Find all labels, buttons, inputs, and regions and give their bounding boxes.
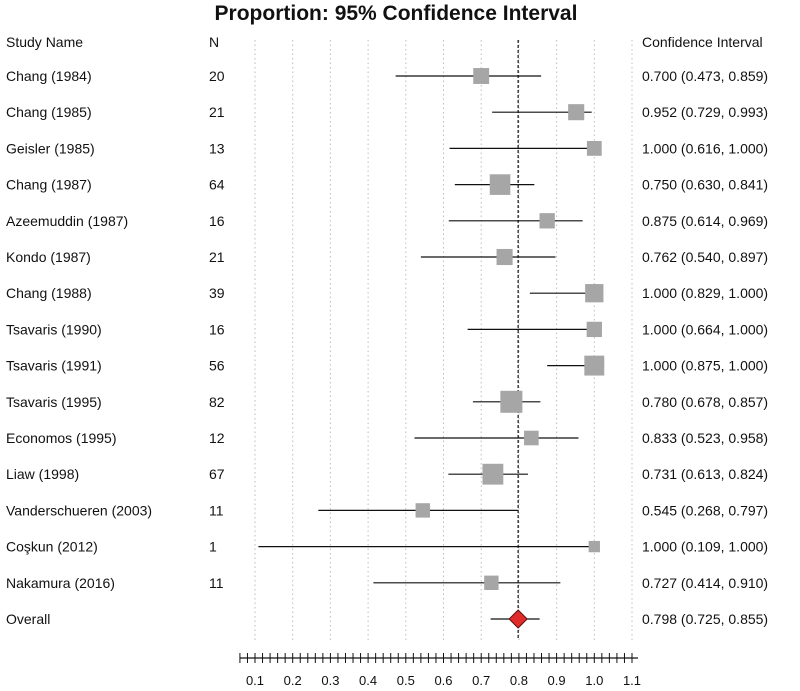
study-row: Economos (1995) 12 0.833 (0.523, 0.958) xyxy=(6,430,768,446)
x-tick-label: 0.4 xyxy=(359,673,377,688)
study-name: Chang (1984) xyxy=(6,68,92,84)
x-tick-label: 0.7 xyxy=(472,673,490,688)
effect-square xyxy=(484,575,499,590)
effect-square xyxy=(568,104,585,121)
study-row: Vanderschueren (2003) 11 0.545 (0.268, 0.7… xyxy=(6,502,768,518)
study-ci-text: 0.727 (0.414, 0.910) xyxy=(642,575,768,591)
study-n: 16 xyxy=(209,321,225,337)
study-n: 21 xyxy=(209,104,225,120)
study-ci-text: 1.000 (0.664, 1.000) xyxy=(642,321,768,337)
study-ci-text: 0.750 (0.630, 0.841) xyxy=(642,177,768,193)
overall-label: Overall xyxy=(6,611,50,627)
effect-square xyxy=(539,213,555,229)
study-ci-text: 0.780 (0.678, 0.857) xyxy=(642,394,768,410)
study-ci-text: 0.700 (0.473, 0.859) xyxy=(642,68,768,84)
study-n: 21 xyxy=(209,249,225,265)
x-tick-label: 0.8 xyxy=(510,673,528,688)
study-name: Nakamura (2016) xyxy=(6,575,115,591)
study-ci-text: 0.545 (0.268, 0.797) xyxy=(642,502,768,518)
study-name: Economos (1995) xyxy=(6,430,117,446)
study-row: Chang (1985) 21 0.952 (0.729, 0.993) xyxy=(6,104,768,121)
header-n: N xyxy=(209,34,219,50)
study-row: Azeemuddin (1987) 16 0.875 (0.614, 0.969) xyxy=(6,213,768,229)
study-name: Liaw (1998) xyxy=(6,466,79,482)
effect-square xyxy=(584,355,605,376)
study-row: Tsavaris (1995) 82 0.780 (0.678, 0.857) xyxy=(6,390,768,413)
study-ci-text: 1.000 (0.829, 1.000) xyxy=(642,285,768,301)
x-tick-label: 1.0 xyxy=(585,673,603,688)
study-name: Azeemuddin (1987) xyxy=(6,213,128,229)
study-row: Kondo (1987) 21 0.762 (0.540, 0.897) xyxy=(6,248,768,266)
effect-square xyxy=(524,430,539,446)
study-name: Tsavaris (1991) xyxy=(6,358,102,374)
study-n: 20 xyxy=(209,68,225,84)
x-tick-label: 0.5 xyxy=(397,673,415,688)
study-n: 39 xyxy=(209,285,225,301)
study-name: Vanderschueren (2003) xyxy=(6,502,152,518)
study-name: Tsavaris (1995) xyxy=(6,394,102,410)
study-ci-text: 0.731 (0.613, 0.824) xyxy=(642,466,768,482)
header-study-name: Study Name xyxy=(6,34,83,50)
study-name: Chang (1985) xyxy=(6,104,92,120)
effect-square xyxy=(489,174,511,195)
study-row: Nakamura (2016) 11 0.727 (0.414, 0.910) xyxy=(6,575,768,591)
study-ci-text: 0.875 (0.614, 0.969) xyxy=(642,213,768,229)
study-n: 11 xyxy=(209,502,224,518)
study-name: Tsavaris (1990) xyxy=(6,321,102,337)
effect-square xyxy=(482,463,504,485)
study-ci-text: 1.000 (0.109, 1.000) xyxy=(642,539,768,555)
study-n: 16 xyxy=(209,213,225,229)
study-rows: Chang (1984) 20 0.700 (0.473, 0.859)Chang … xyxy=(6,68,768,629)
effect-square xyxy=(500,390,523,413)
study-row: Chang (1984) 20 0.700 (0.473, 0.859) xyxy=(6,68,768,84)
chart-title: Proportion: 95% Confidence Interval xyxy=(215,2,578,25)
study-ci-text: 1.000 (0.616, 1.000) xyxy=(642,140,768,156)
x-axis: 0.1 0.2 0.3 0.4 0.5 0.6 0.7 0.8 0.9 1.0 1.1 xyxy=(239,653,641,688)
x-tick-label: 0.9 xyxy=(548,673,566,688)
effect-square xyxy=(415,503,430,518)
x-tick-label: 0.3 xyxy=(321,673,339,688)
study-row: Chang (1987) 64 0.750 (0.630, 0.841) xyxy=(6,174,768,195)
study-n: 11 xyxy=(209,575,224,591)
effect-square xyxy=(586,141,602,156)
header-confidence-interval: Confidence Interval xyxy=(642,34,763,50)
x-tick-label: 0.2 xyxy=(284,673,302,688)
study-n: 67 xyxy=(209,466,225,482)
effect-square xyxy=(585,284,604,303)
x-tick-label: 0.6 xyxy=(434,673,452,688)
study-n: 13 xyxy=(209,140,225,156)
study-ci-text: 0.833 (0.523, 0.958) xyxy=(642,430,768,446)
study-row: Coşkun (2012) 1 1.000 (0.109, 1.000) xyxy=(6,539,768,555)
study-n: 82 xyxy=(209,394,225,410)
study-row: Chang (1988) 39 1.000 (0.829, 1.000) xyxy=(6,284,768,303)
effect-square xyxy=(586,321,602,338)
x-tick-label: 0.1 xyxy=(246,673,264,688)
x-tick-label: 1.1 xyxy=(623,673,641,688)
study-n: 1 xyxy=(209,539,217,555)
overall-row: Overall 0.798 (0.725, 0.855) xyxy=(6,609,768,629)
study-n: 12 xyxy=(209,430,225,446)
study-n: 64 xyxy=(209,177,225,193)
study-name: Chang (1988) xyxy=(6,285,92,301)
study-n: 56 xyxy=(209,358,225,374)
study-row: Geisler (1985) 13 1.000 (0.616, 1.000) xyxy=(6,140,768,156)
gridlines xyxy=(254,40,633,640)
overall-ci-text: 0.798 (0.725, 0.855) xyxy=(642,611,768,627)
study-row: Tsavaris (1991) 56 1.000 (0.875, 1.000) xyxy=(6,355,768,376)
effect-square xyxy=(496,248,513,266)
study-ci-text: 0.762 (0.540, 0.897) xyxy=(642,249,768,265)
study-name: Chang (1987) xyxy=(6,177,92,193)
study-name: Geisler (1985) xyxy=(6,140,95,156)
study-name: Kondo (1987) xyxy=(6,249,91,265)
effect-square xyxy=(473,68,490,84)
study-ci-text: 1.000 (0.875, 1.000) xyxy=(642,358,768,374)
study-name: Coşkun (2012) xyxy=(6,539,98,555)
study-ci-text: 0.952 (0.729, 0.993) xyxy=(642,104,768,120)
overall-diamond xyxy=(508,609,528,629)
study-row: Liaw (1998) 67 0.731 (0.613, 0.824) xyxy=(6,463,768,485)
effect-square xyxy=(588,540,600,553)
study-row: Tsavaris (1990) 16 1.000 (0.664, 1.000) xyxy=(6,321,768,337)
